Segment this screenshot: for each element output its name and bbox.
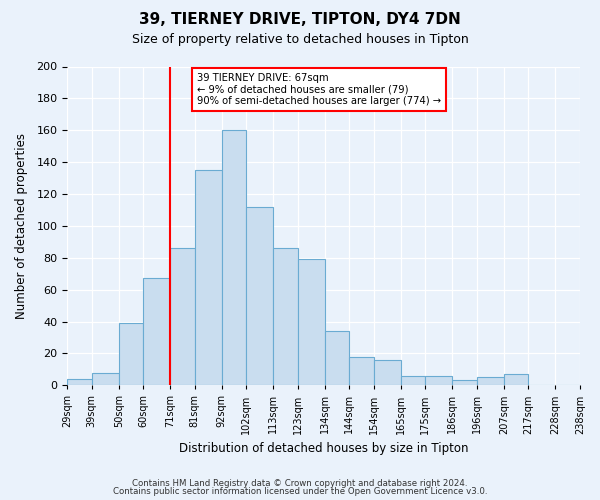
Bar (349, 356, 374, 386)
Bar (452, 380, 477, 386)
Bar (222, 130, 246, 386)
Bar (425, 376, 452, 386)
Y-axis label: Number of detached properties: Number of detached properties (15, 133, 28, 319)
Bar (92, 372, 119, 386)
Bar (374, 360, 401, 386)
Text: Contains public sector information licensed under the Open Government Licence v3: Contains public sector information licen… (113, 487, 487, 496)
Text: Contains HM Land Registry data © Crown copyright and database right 2024.: Contains HM Land Registry data © Crown c… (132, 478, 468, 488)
Bar (170, 248, 195, 386)
Bar (273, 248, 298, 386)
Bar (298, 260, 325, 386)
Bar (477, 378, 504, 386)
X-axis label: Distribution of detached houses by size in Tipton: Distribution of detached houses by size … (179, 442, 469, 455)
Text: Size of property relative to detached houses in Tipton: Size of property relative to detached ho… (131, 32, 469, 46)
Bar (246, 207, 273, 386)
Text: 39 TIERNEY DRIVE: 67sqm
← 9% of detached houses are smaller (79)
90% of semi-det: 39 TIERNEY DRIVE: 67sqm ← 9% of detached… (197, 73, 442, 106)
Text: 39, TIERNEY DRIVE, TIPTON, DY4 7DN: 39, TIERNEY DRIVE, TIPTON, DY4 7DN (139, 12, 461, 28)
Bar (195, 170, 222, 386)
Bar (325, 331, 349, 386)
Bar (504, 374, 529, 386)
Bar (67, 379, 92, 386)
Bar (119, 323, 143, 386)
Bar (143, 278, 170, 386)
Bar (401, 376, 425, 386)
